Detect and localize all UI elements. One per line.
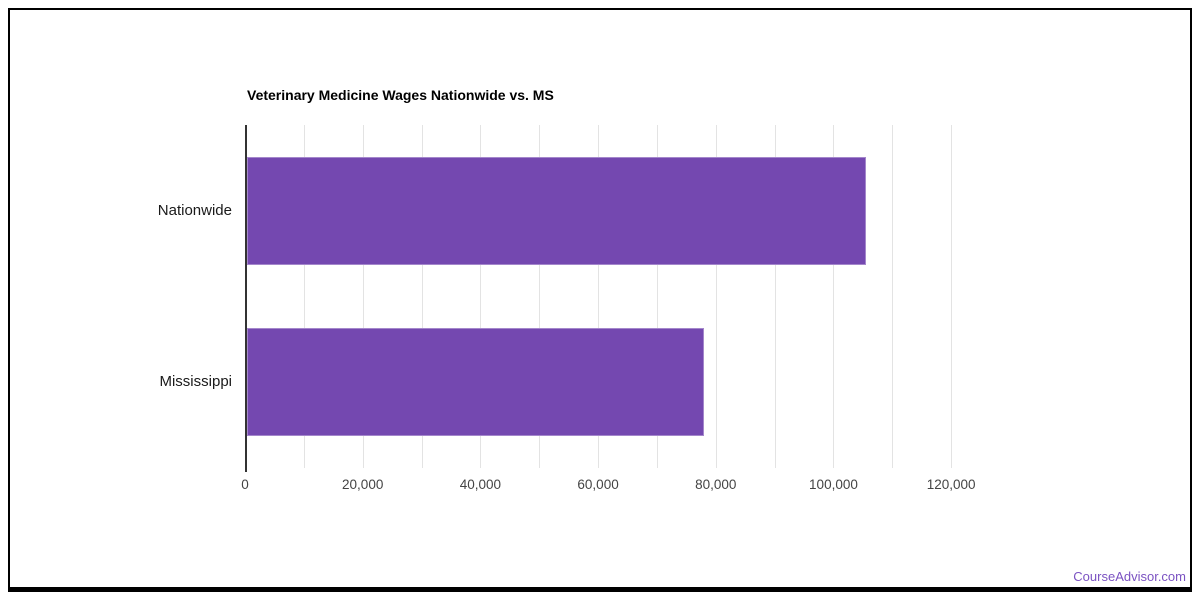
gridline (303, 125, 305, 468)
bar-mississippi (247, 328, 705, 437)
x-tick-label: 20,000 (342, 477, 384, 492)
gridline (362, 125, 364, 468)
x-tick-label: 0 (241, 477, 249, 492)
gridline (656, 125, 658, 468)
x-tick-label: 80,000 (695, 477, 737, 492)
chart-title: Veterinary Medicine Wages Nationwide vs.… (247, 87, 554, 103)
category-label-nationwide: Nationwide (157, 201, 232, 219)
x-tick-label: 60,000 (577, 477, 619, 492)
watermark-link[interactable]: CourseAdvisor.com (1073, 569, 1186, 584)
category-label-mississippi: Mississippi (159, 373, 232, 391)
gridline (833, 125, 835, 468)
gridline (598, 125, 600, 468)
gridline (539, 125, 541, 468)
gridline (951, 125, 953, 468)
gridline (892, 125, 894, 468)
gridline (480, 125, 482, 468)
bar-nationwide (247, 156, 867, 265)
y-axis-line (245, 125, 247, 472)
x-tick-label: 100,000 (809, 477, 858, 492)
gridline (774, 125, 776, 468)
gridline (715, 125, 717, 468)
x-tick-label: 40,000 (459, 477, 502, 492)
gridline (421, 125, 423, 468)
plot-area: Nationwide Mississippi 0 20,000 40,000 60,000… (158, 125, 1010, 492)
x-tick-label: 120,000 (926, 477, 976, 492)
